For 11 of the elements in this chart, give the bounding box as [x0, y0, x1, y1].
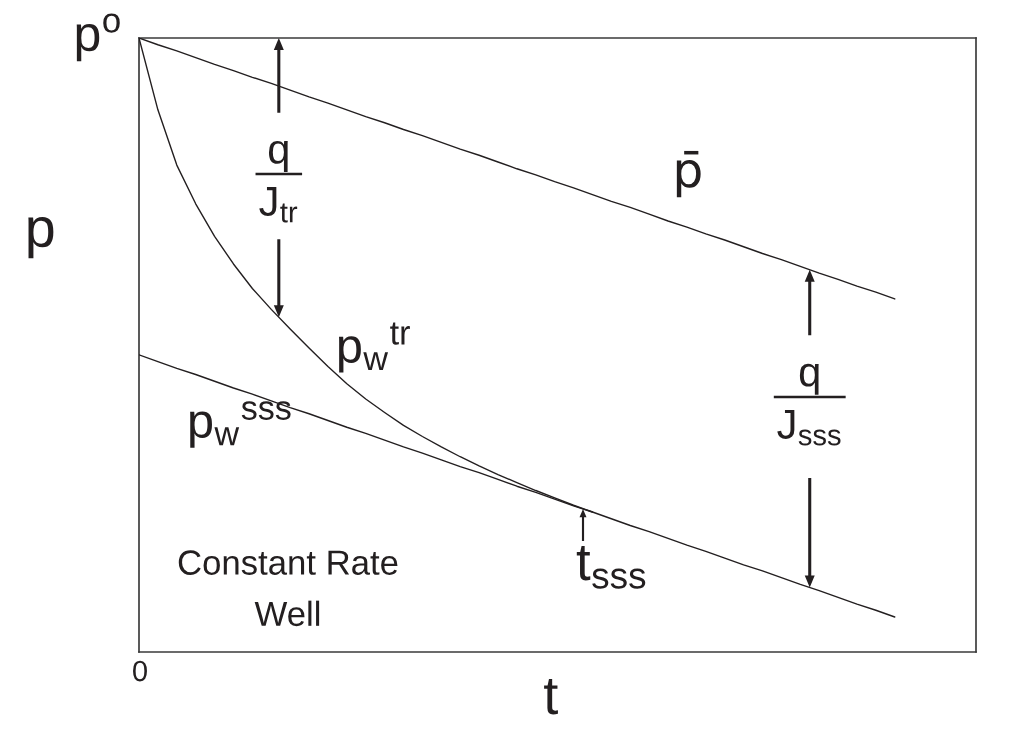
x-axis-title: t	[544, 678, 558, 715]
text: p$^{o}$	[76, 13, 120, 62]
y-axis-title: p	[28, 216, 54, 259]
series-label: p$_{w}$$^{tr}$	[339, 322, 410, 373]
text: 0	[133, 660, 147, 682]
annotation: Constant Rate Well	[178, 550, 398, 627]
series-label: p̄	[676, 150, 701, 198]
annotation: q J$_{tr}$	[259, 140, 298, 223]
annotation: t$_{sss}$	[576, 545, 646, 589]
series-label: p$_{w}$$^{sss}$	[190, 401, 291, 448]
annotation: q J$_{sss}$	[777, 363, 841, 446]
